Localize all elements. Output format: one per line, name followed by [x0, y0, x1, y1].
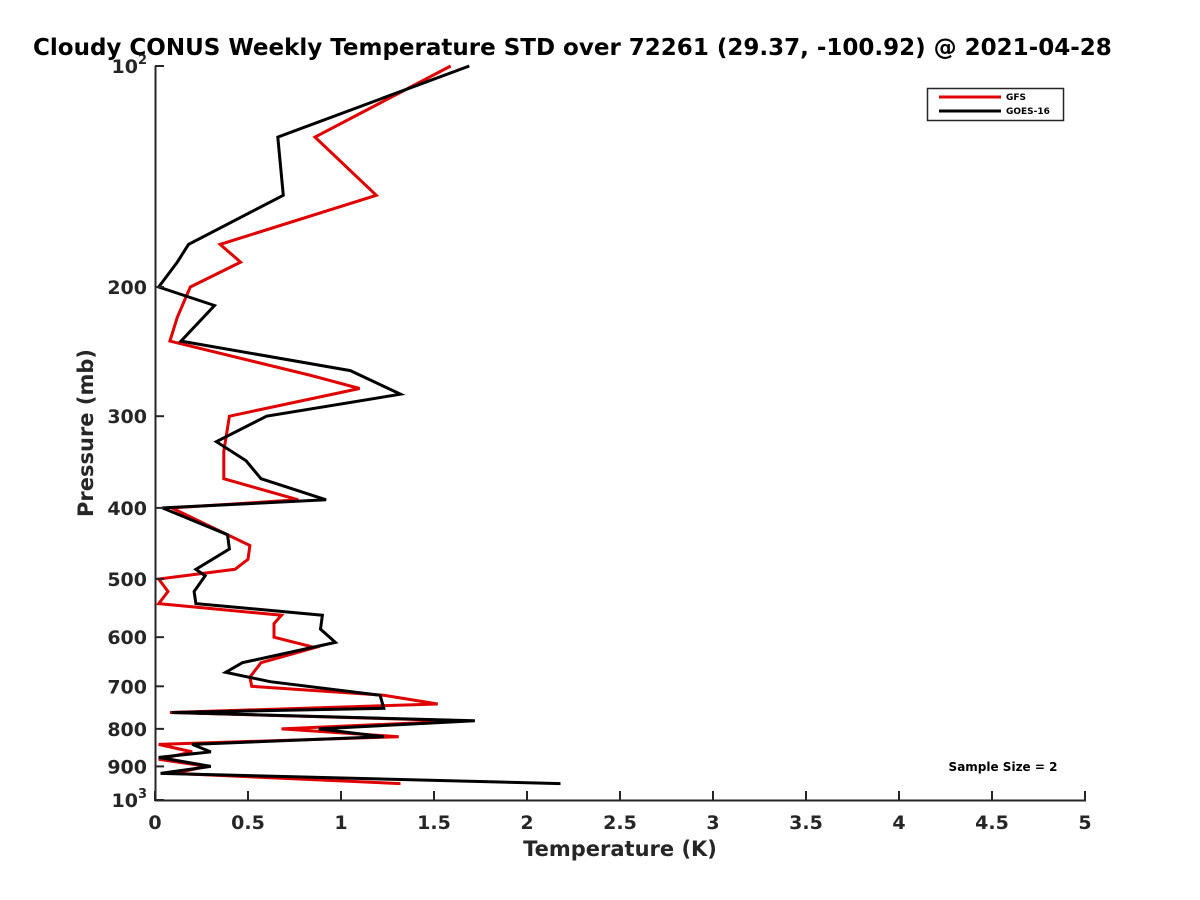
y-tick-label: 102 — [112, 53, 148, 78]
plot-area: 0 0.5 1 1.5 2 2.5 3 3.5 4 4.5 5 102200300400500600… — [107, 53, 1091, 834]
x-tick-label: 1.5 — [417, 812, 451, 834]
y-tick-label: 500 — [107, 569, 147, 591]
y-tick-label: 400 — [107, 498, 147, 520]
y-tick-label: 200 — [107, 277, 147, 299]
y-tick-label-base: 10 — [112, 790, 138, 812]
y-tick-label-base: 200 — [107, 277, 147, 299]
legend-box — [926, 87, 1065, 122]
y-tick-label: 800 — [107, 719, 147, 741]
y-tick-label-base: 500 — [107, 569, 147, 591]
x-tick-label: 4 — [892, 812, 905, 834]
y-tick-label-base: 800 — [107, 719, 147, 741]
sample-size-annotation: Sample Size = 2 — [949, 760, 1058, 774]
y-tick-label: 900 — [107, 756, 147, 778]
legend-items: GFS GOES-16 — [939, 93, 1050, 117]
y-tick-label-base: 400 — [107, 498, 147, 520]
y-tick-label-base: 900 — [107, 756, 147, 778]
chart-title: Cloudy CONUS Weekly Temperature STD over… — [33, 35, 1112, 61]
y-tick-label: 700 — [107, 676, 147, 698]
x-tick-label: 5 — [1078, 812, 1091, 834]
x-tick-label: 2.5 — [603, 812, 637, 834]
y-tick-label-exponent: 3 — [138, 787, 147, 802]
legend-label: GFS — [1006, 93, 1026, 103]
y-tick-label-base: 10 — [112, 56, 138, 78]
y-tick-label: 600 — [107, 627, 147, 649]
legend-label: GOES-16 — [1006, 107, 1050, 117]
x-axis-label: Temperature (K) — [523, 837, 717, 861]
legend: GFS GOES-16 — [926, 87, 1065, 122]
x-tick-label: 0.5 — [231, 812, 265, 834]
x-tick-label: 2 — [520, 812, 533, 834]
y-tick-label-base: 700 — [107, 676, 147, 698]
y-axis-label: Pressure (mb) — [74, 349, 98, 517]
x-tick-label: 4.5 — [975, 812, 1009, 834]
y-tick-label-base: 300 — [107, 406, 147, 428]
x-tick-label: 3 — [706, 812, 719, 834]
y-tick-label: 300 — [107, 406, 147, 428]
y-tick-label-base: 600 — [107, 627, 147, 649]
y-tick-label-exponent: 2 — [138, 53, 147, 68]
y-tick-label: 103 — [112, 787, 148, 812]
x-tick-label: 1 — [334, 812, 347, 834]
x-tick-label: 3.5 — [789, 812, 823, 834]
series-group — [155, 64, 561, 786]
series-line-goes-16 — [156, 64, 561, 786]
x-tick-label: 0 — [148, 812, 161, 834]
x-ticks: 0 0.5 1 1.5 2 2.5 3 3.5 4 4.5 5 — [148, 791, 1092, 834]
